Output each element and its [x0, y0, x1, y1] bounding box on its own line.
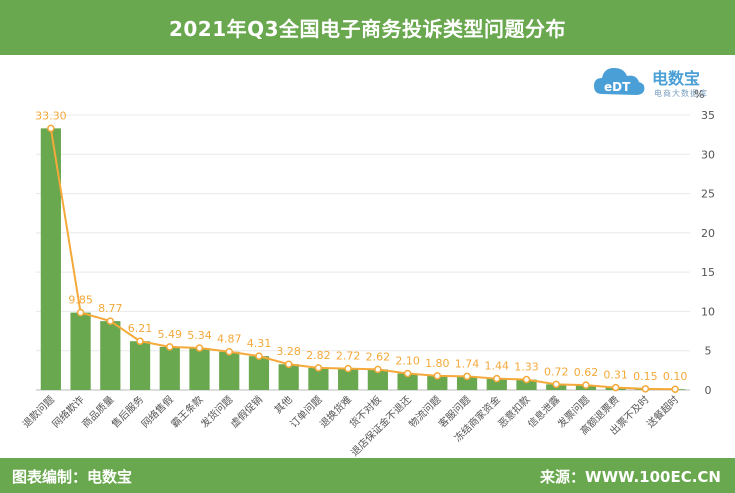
- line-point: [166, 343, 174, 351]
- y-tick-label: 10: [701, 305, 715, 318]
- brand-logo: eDT 电数宝 电商大数据库: [592, 60, 722, 104]
- data-label: 0.31: [603, 369, 628, 382]
- line-point: [195, 344, 204, 352]
- x-tick-label: 霸王条款: [168, 393, 205, 430]
- bar: [40, 128, 61, 390]
- line-point: [76, 308, 85, 317]
- overlay-line: [49, 128, 676, 391]
- line-point: [47, 124, 55, 133]
- x-tick-label: 商品质量: [79, 393, 116, 430]
- bar: [219, 351, 240, 390]
- line-point: [493, 374, 501, 383]
- bar: [129, 341, 151, 390]
- line-point: [403, 369, 412, 378]
- bar: [248, 356, 270, 390]
- x-tick-label: 退款问题: [20, 393, 57, 430]
- x-tick-label: 物流问题: [406, 393, 443, 430]
- data-label: 6.21: [128, 322, 153, 335]
- line-point: [255, 352, 263, 360]
- bar: [70, 312, 91, 390]
- line-point: [284, 360, 293, 368]
- line-point: [611, 383, 620, 392]
- data-label: 33.30: [35, 109, 67, 122]
- x-tick-label: 发货问题: [198, 393, 235, 430]
- data-label: 2.82: [306, 349, 331, 362]
- data-label: 5.49: [158, 328, 183, 341]
- x-tick-label: 恶意扣款: [495, 393, 532, 430]
- footer-bar: 图表编制：电数宝 来源：WWW.100EC.CN: [0, 458, 735, 493]
- data-label: 9.85: [68, 294, 93, 307]
- line-point: [225, 347, 233, 356]
- x-tick-label: 订单问题: [287, 393, 324, 430]
- bar: [397, 373, 418, 390]
- data-label: 2.62: [366, 350, 391, 363]
- line-point: [314, 364, 323, 372]
- x-tick-label: 网络售假: [138, 393, 175, 430]
- y-tick-label: 25: [701, 188, 715, 201]
- y-tick-label: 5: [705, 345, 712, 358]
- bar: [308, 367, 329, 390]
- line-point: [522, 375, 531, 384]
- line-point: [106, 317, 115, 325]
- x-tick-label: 信息泄露: [525, 393, 562, 430]
- bar: [100, 321, 121, 390]
- footer-source: 来源：WWW.100EC.CN: [540, 468, 721, 486]
- y-tick-label: 15: [701, 266, 715, 279]
- chart-title: 2021年Q3全国电子商务投诉类型问题分布: [168, 17, 567, 41]
- x-tick-label: 售后服务: [109, 393, 146, 430]
- data-label: 4.31: [247, 337, 272, 350]
- line-point: [582, 381, 590, 389]
- data-label: 2.10: [395, 355, 420, 368]
- footer-credit: 图表编制：电数宝: [12, 468, 133, 486]
- data-label: 0.15: [633, 370, 658, 383]
- y-tick-label: 0: [705, 384, 712, 397]
- line-point: [433, 372, 442, 380]
- logo-name: 电数宝: [652, 69, 701, 88]
- svg-text:eDT: eDT: [604, 80, 631, 94]
- bar: [427, 375, 448, 390]
- bar: [486, 378, 507, 390]
- data-label: 5.34: [187, 329, 212, 342]
- bar: [338, 368, 359, 390]
- logo-subtitle: 电商大数据库: [654, 89, 708, 98]
- x-tick-label: 虚假促销: [228, 393, 265, 430]
- bar: [189, 348, 210, 390]
- bar: [367, 369, 388, 390]
- line-point: [136, 337, 144, 345]
- data-label: 0.10: [663, 370, 688, 383]
- data-label: 2.72: [336, 350, 361, 363]
- data-label: 1.80: [425, 357, 450, 370]
- line-point: [463, 372, 471, 381]
- line-point: [374, 365, 382, 374]
- y-tick-label: 30: [701, 148, 715, 161]
- bar: [278, 364, 299, 390]
- y-axis-unit: %: [694, 88, 705, 101]
- x-tick-label: 送餐超时: [644, 393, 681, 430]
- data-label: 0.62: [574, 366, 599, 379]
- data-label: 1.44: [485, 360, 510, 373]
- cloud-logo-icon: eDT: [594, 68, 645, 95]
- data-label: 1.74: [455, 357, 480, 370]
- bar-chart: 0 5 10 15 20 25 30 35 33.30 9.85 8.77 6.21 5.49 5.34 4…: [20, 109, 715, 458]
- line-point: [641, 385, 650, 393]
- x-tick-label: 退换货难: [317, 393, 354, 430]
- line-point: [552, 380, 560, 389]
- line-point: [671, 385, 679, 393]
- bar: [516, 379, 537, 390]
- bar: [456, 376, 478, 390]
- data-label: 8.77: [98, 302, 123, 315]
- data-label: 1.33: [514, 361, 539, 374]
- data-label: 3.28: [276, 345, 301, 358]
- x-tick-label: 网络欺诈: [49, 393, 86, 430]
- y-tick-label: 35: [701, 109, 715, 122]
- data-label: 4.87: [217, 333, 242, 346]
- x-tick-label: 其他: [271, 393, 294, 416]
- data-label: 0.72: [544, 365, 569, 378]
- line-point: [344, 364, 352, 373]
- y-tick-label: 20: [701, 227, 715, 240]
- bar: [159, 346, 180, 390]
- chart-title-bar: 2021年Q3全国电子商务投诉类型问题分布: [0, 0, 735, 55]
